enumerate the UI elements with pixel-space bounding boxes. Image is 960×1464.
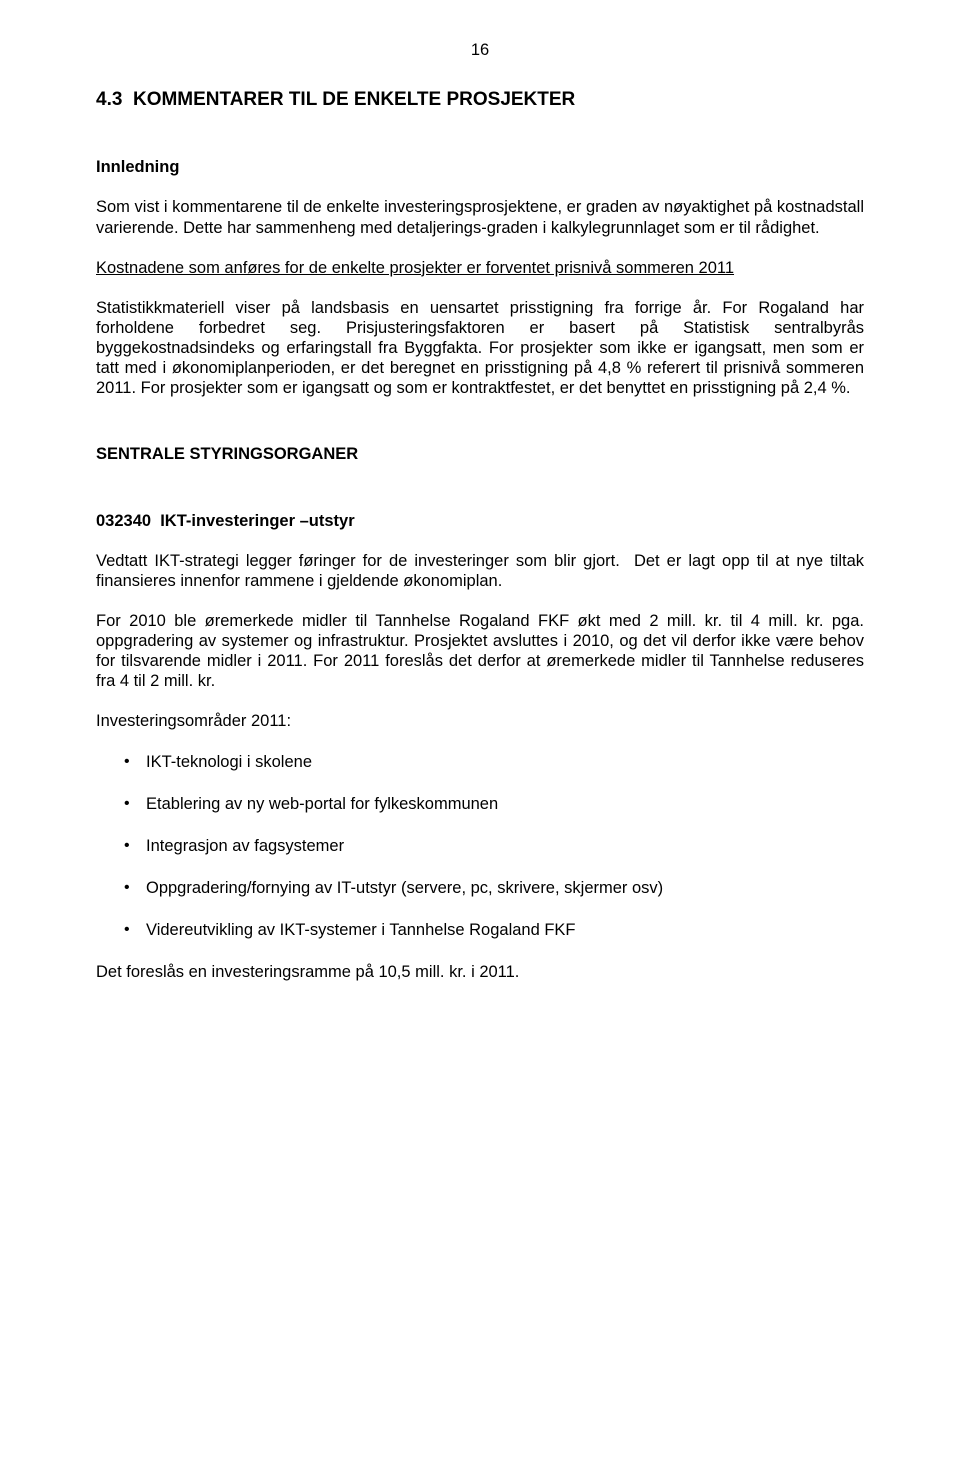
underlined-text: Kostnadene som anføres for de enkelte pr…	[96, 259, 734, 277]
list-item: Oppgradering/fornying av IT-utstyr (serv…	[124, 878, 864, 898]
paragraph-underlined: Kostnadene som anføres for de enkelte pr…	[96, 258, 864, 278]
heading-sentrale: SENTRALE STYRINGSORGANER	[96, 444, 864, 464]
paragraph-foreslas: Det foreslås en investeringsramme på 10,…	[96, 962, 864, 982]
list-item: Etablering av ny web-portal for fylkesko…	[124, 794, 864, 814]
list-item: Integrasjon av fagsystemer	[124, 836, 864, 856]
paragraph-investeringsomrader: Investeringsområder 2011:	[96, 711, 864, 731]
heading-innledning: Innledning	[96, 157, 864, 177]
list-item: Videreutvikling av IKT-systemer i Tannhe…	[124, 920, 864, 940]
heading-kommentarer: 4.3 KOMMENTARER TIL DE ENKELTE PROSJEKTE…	[96, 88, 864, 111]
paragraph-ikt-2: For 2010 ble øremerkede midler til Tannh…	[96, 611, 864, 692]
page-number: 16	[96, 40, 864, 60]
paragraph-ikt-1: Vedtatt IKT-strategi legger føringer for…	[96, 551, 864, 591]
heading-ikt-investeringer: 032340 IKT-investeringer –utstyr	[96, 511, 864, 531]
bullet-list: IKT-teknologi i skolene Etablering av ny…	[96, 752, 864, 941]
paragraph-intro-3: Statistikkmateriell viser på landsbasis …	[96, 298, 864, 399]
list-item: IKT-teknologi i skolene	[124, 752, 864, 772]
paragraph-intro-1: Som vist i kommentarene til de enkelte i…	[96, 197, 864, 237]
